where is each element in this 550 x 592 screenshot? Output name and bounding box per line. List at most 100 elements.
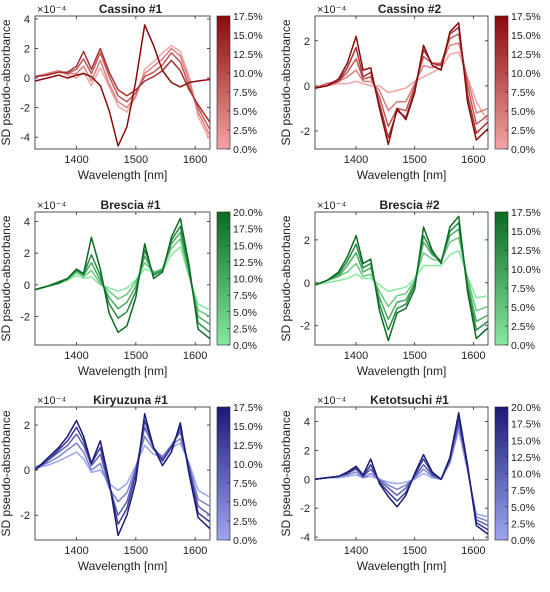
colorbar-tick-label: 7.5% bbox=[511, 87, 535, 99]
series-line-3 bbox=[315, 228, 488, 323]
colorbar-tick-label: 7.5% bbox=[233, 87, 257, 99]
colorbar bbox=[216, 406, 231, 541]
colorbar-tick-label: 15.0% bbox=[511, 226, 541, 238]
series-line-2 bbox=[35, 419, 210, 525]
x-axis-label: Wavelength [nm] bbox=[357, 559, 447, 573]
x-tick-label: 1500 bbox=[124, 350, 148, 362]
colorbar-tick-label: 17.5% bbox=[233, 224, 263, 236]
series-line-3 bbox=[315, 33, 488, 128]
chart-title: Cassino #1 bbox=[99, 2, 163, 16]
colorbar-tick-label: 17.5% bbox=[511, 11, 541, 23]
plot-area bbox=[34, 15, 211, 150]
series-group bbox=[35, 24, 210, 147]
colorbar-tick-label: 2.5% bbox=[233, 516, 257, 528]
colorbar-tick-label: 0.0% bbox=[233, 340, 257, 352]
chart-panel-3: ×10⁻⁴ Brescia #1 1400 1500 1600 -2 0 2 4 Waveleng… bbox=[0, 198, 263, 378]
colorbar-tick-label: 17.5% bbox=[233, 11, 263, 23]
y-tick-label: 4 bbox=[304, 416, 310, 428]
colorbar bbox=[494, 211, 509, 346]
colorbar-tick-label: 2.5% bbox=[233, 323, 257, 335]
y-exponent-label: ×10⁻⁴ bbox=[317, 4, 346, 16]
plot-area bbox=[314, 211, 489, 346]
colorbar-tick-label: 10.0% bbox=[511, 68, 541, 80]
y-tick-label: 2 bbox=[24, 248, 30, 260]
series-line-2 bbox=[35, 47, 210, 123]
plot-area bbox=[34, 211, 211, 346]
y-tick-label: 2 bbox=[304, 445, 310, 457]
plot-area bbox=[34, 406, 211, 541]
chart-title: Ketotsuchi #1 bbox=[370, 393, 449, 407]
colorbar-tick-label: 15.0% bbox=[233, 240, 263, 252]
colorbar-tick-label: 7.5% bbox=[233, 290, 257, 302]
colorbar-tick-label: 12.5% bbox=[511, 245, 541, 257]
colorbar-tick-label: 12.5% bbox=[233, 49, 263, 61]
y-tick-label: 4 bbox=[24, 14, 30, 26]
colorbar-tick-label: 15.0% bbox=[511, 435, 541, 447]
y-tick-label: 2 bbox=[24, 44, 30, 56]
chart-panel-4: ×10⁻⁴ Brescia #2 1400 1500 1600 -2 0 2 Wavelengt… bbox=[279, 198, 541, 378]
y-tick-label: 0 bbox=[304, 474, 310, 486]
y-tick-label: -2 bbox=[20, 510, 30, 522]
colorbar-tick-label: 5.0% bbox=[233, 307, 257, 319]
x-tick-label: 1600 bbox=[183, 154, 207, 166]
y-exponent-label: ×10⁻⁴ bbox=[37, 200, 66, 212]
x-axis-label: Wavelength [nm] bbox=[78, 168, 168, 182]
colorbar-tick-label: 20.0% bbox=[511, 402, 541, 414]
colorbar-tick-label: 10.0% bbox=[233, 459, 263, 471]
colorbar-tick-label: 5.0% bbox=[511, 502, 535, 514]
colorbar-tick-label: 12.5% bbox=[511, 49, 541, 61]
series-line-5 bbox=[35, 44, 210, 141]
y-tick-label: -2 bbox=[20, 103, 30, 115]
x-tick-label: 1400 bbox=[64, 154, 88, 166]
colorbar-tick-label: 5.0% bbox=[511, 106, 535, 118]
x-tick-label: 1400 bbox=[64, 350, 88, 362]
series-line-4 bbox=[35, 238, 210, 318]
x-tick-label: 1500 bbox=[124, 154, 148, 166]
x-tick-label: 1600 bbox=[183, 545, 207, 557]
series-line-4 bbox=[315, 236, 488, 312]
colorbar-tick-label: 10.0% bbox=[233, 68, 263, 80]
y-tick-label: 0 bbox=[24, 465, 30, 477]
series-group bbox=[35, 413, 210, 537]
series-line-5 bbox=[315, 51, 488, 123]
colorbar-tick-label: 15.0% bbox=[233, 421, 263, 433]
y-tick-label: -2 bbox=[20, 312, 30, 324]
x-axis-label: Wavelength [nm] bbox=[78, 559, 168, 573]
series-line-1 bbox=[35, 413, 210, 537]
colorbar-tick-label: 15.0% bbox=[233, 30, 263, 42]
y-tick-label: -2 bbox=[300, 126, 310, 138]
colorbar-tick-label: 0.0% bbox=[511, 144, 535, 156]
colorbar-tick-label: 17.5% bbox=[511, 419, 541, 431]
y-tick-label: 0 bbox=[304, 278, 310, 290]
chart-panel-2: ×10⁻⁴ Cassino #2 1400 1500 1600 -2 0 2 Wavelengt… bbox=[279, 2, 541, 182]
x-tick-label: 1600 bbox=[461, 545, 485, 557]
colorbar-tick-label: 20.0% bbox=[233, 207, 263, 219]
x-tick-label: 1400 bbox=[344, 350, 368, 362]
chart-panel-1: ×10⁻⁴ Cassino #1 1400 1500 1600 -4 -2 0 2 4 Wavele… bbox=[0, 2, 263, 182]
colorbar-tick-label: 12.5% bbox=[233, 440, 263, 452]
series-line-1 bbox=[315, 215, 488, 342]
colorbar-tick-label: 0.0% bbox=[511, 340, 535, 352]
series-line-3 bbox=[35, 52, 210, 131]
y-exponent-label: ×10⁻⁴ bbox=[37, 4, 66, 16]
colorbar-tick-label: 7.5% bbox=[511, 485, 535, 497]
y-axis-label: SD pseudo-absorbance bbox=[0, 19, 13, 145]
y-tick-label: 0 bbox=[24, 280, 30, 292]
colorbar-tick-label: 2.5% bbox=[511, 125, 535, 137]
plot-area bbox=[314, 406, 489, 541]
colorbar-tick-label: 5.0% bbox=[233, 497, 257, 509]
series-line-1 bbox=[315, 22, 488, 146]
x-tick-label: 1400 bbox=[344, 154, 368, 166]
y-exponent-label: ×10⁻⁴ bbox=[317, 200, 346, 212]
y-tick-label: 2 bbox=[304, 36, 310, 48]
x-tick-label: 1400 bbox=[344, 545, 368, 557]
colorbar-tick-label: 12.5% bbox=[233, 257, 263, 269]
series-line-5 bbox=[35, 442, 210, 498]
colorbar bbox=[216, 15, 231, 150]
y-exponent-label: ×10⁻⁴ bbox=[317, 395, 346, 407]
y-axis-label: SD pseudo-absorbance bbox=[279, 19, 293, 145]
chart-panel-6: ×10⁻⁴ Ketotsuchi #1 1400 1500 1600 -4 -2 0 2 4 Wav… bbox=[279, 393, 541, 573]
colorbar-tick-label: 0.0% bbox=[233, 144, 257, 156]
series-line-4 bbox=[315, 42, 488, 114]
x-axis-label: Wavelength [nm] bbox=[78, 364, 168, 378]
